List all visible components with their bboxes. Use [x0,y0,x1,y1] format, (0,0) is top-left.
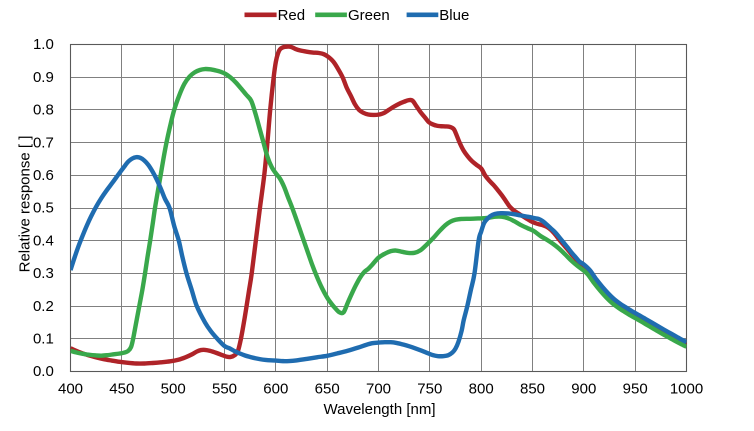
svg-text:0.2: 0.2 [33,298,54,315]
svg-text:550: 550 [212,380,237,397]
svg-text:0.9: 0.9 [33,69,54,86]
svg-text:Wavelength [nm]: Wavelength [nm] [324,401,436,418]
svg-text:850: 850 [520,380,545,397]
svg-text:0.8: 0.8 [33,102,54,119]
svg-text:700: 700 [366,380,391,397]
svg-text:900: 900 [571,380,596,397]
svg-text:0.4: 0.4 [33,232,54,249]
svg-text:0.5: 0.5 [33,200,54,217]
svg-text:0.1: 0.1 [33,331,54,348]
svg-text:950: 950 [623,380,648,397]
svg-text:Relative response [ ]: Relative response [ ] [17,136,34,273]
svg-text:400: 400 [58,380,83,397]
svg-text:0.6: 0.6 [33,167,54,184]
svg-text:500: 500 [161,380,186,397]
svg-text:450: 450 [109,380,134,397]
svg-text:750: 750 [417,380,442,397]
svg-text:Green: Green [348,7,390,24]
svg-text:Red: Red [278,7,306,24]
svg-text:650: 650 [315,380,340,397]
svg-text:1.0: 1.0 [33,36,54,53]
svg-text:1000: 1000 [670,380,703,397]
svg-text:600: 600 [263,380,288,397]
svg-text:Blue: Blue [439,7,469,24]
svg-text:0.7: 0.7 [33,134,54,151]
svg-text:0.0: 0.0 [33,363,54,380]
svg-text:0.3: 0.3 [33,265,54,282]
svg-text:800: 800 [469,380,494,397]
